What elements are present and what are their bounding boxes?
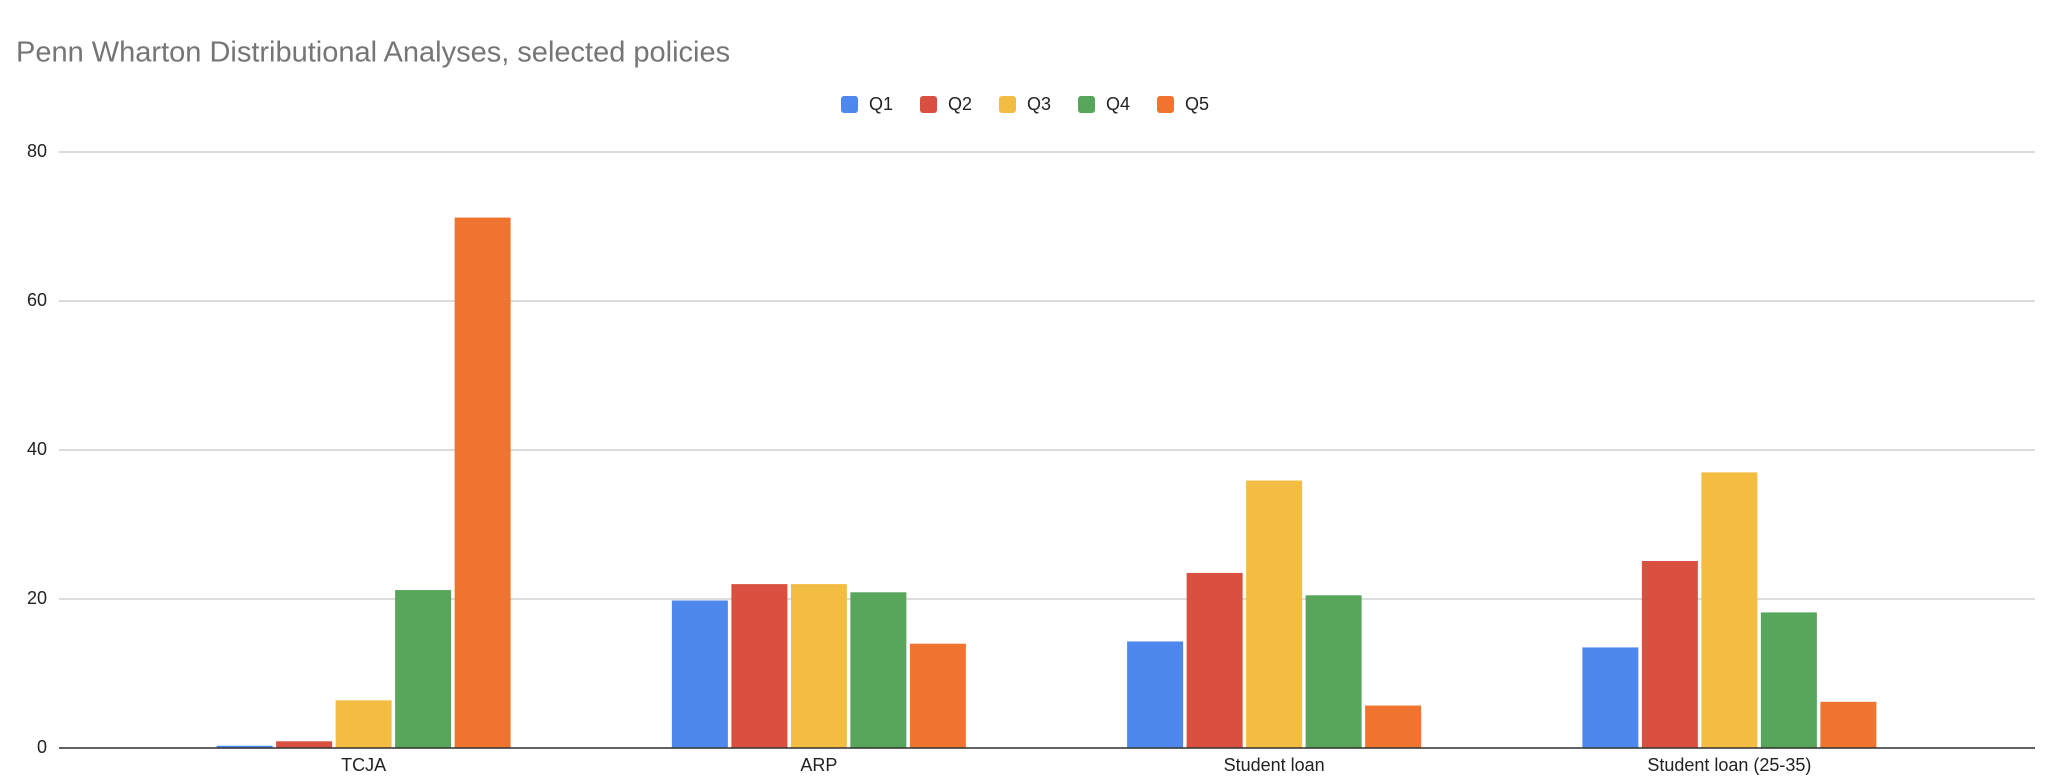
legend-swatch [1157, 96, 1174, 113]
bar [1127, 641, 1184, 748]
bar [731, 584, 788, 748]
legend-label: Q1 [869, 94, 893, 114]
bar [850, 592, 907, 748]
y-tick-label: 80 [27, 141, 47, 161]
bar [1641, 561, 1698, 748]
y-tick-label: 20 [27, 588, 47, 608]
bar [909, 643, 966, 748]
y-tick-label: 0 [37, 737, 47, 757]
legend-label: Q2 [948, 94, 972, 114]
bar [1582, 647, 1639, 748]
bar [335, 700, 392, 748]
bar [1246, 480, 1303, 748]
legend-swatch [920, 96, 937, 113]
chart-title: Penn Wharton Distributional Analyses, se… [16, 37, 730, 69]
legend-swatch [1078, 96, 1095, 113]
legend-swatch [999, 96, 1016, 113]
legend-label: Q4 [1106, 94, 1130, 114]
bar [1701, 472, 1758, 748]
x-tick-label: Student loan (25-35) [1647, 755, 1811, 775]
legend-label: Q5 [1185, 94, 1209, 114]
bar [1820, 701, 1877, 748]
x-tick-label: TCJA [341, 755, 386, 775]
y-tick-label: 40 [27, 439, 47, 459]
bar [671, 600, 728, 748]
legend-label: Q3 [1027, 94, 1051, 114]
bar [1305, 595, 1362, 748]
legend-swatch [841, 96, 858, 113]
bar [1760, 612, 1817, 748]
bar [790, 584, 847, 748]
x-tick-label: ARP [800, 755, 837, 775]
x-tick-label: Student loan [1224, 755, 1325, 775]
bar [454, 217, 511, 748]
bar [216, 745, 273, 748]
bar [276, 741, 333, 748]
bar [1365, 705, 1422, 748]
bar [395, 590, 452, 748]
y-tick-label: 60 [27, 290, 47, 310]
bar [1186, 572, 1243, 748]
